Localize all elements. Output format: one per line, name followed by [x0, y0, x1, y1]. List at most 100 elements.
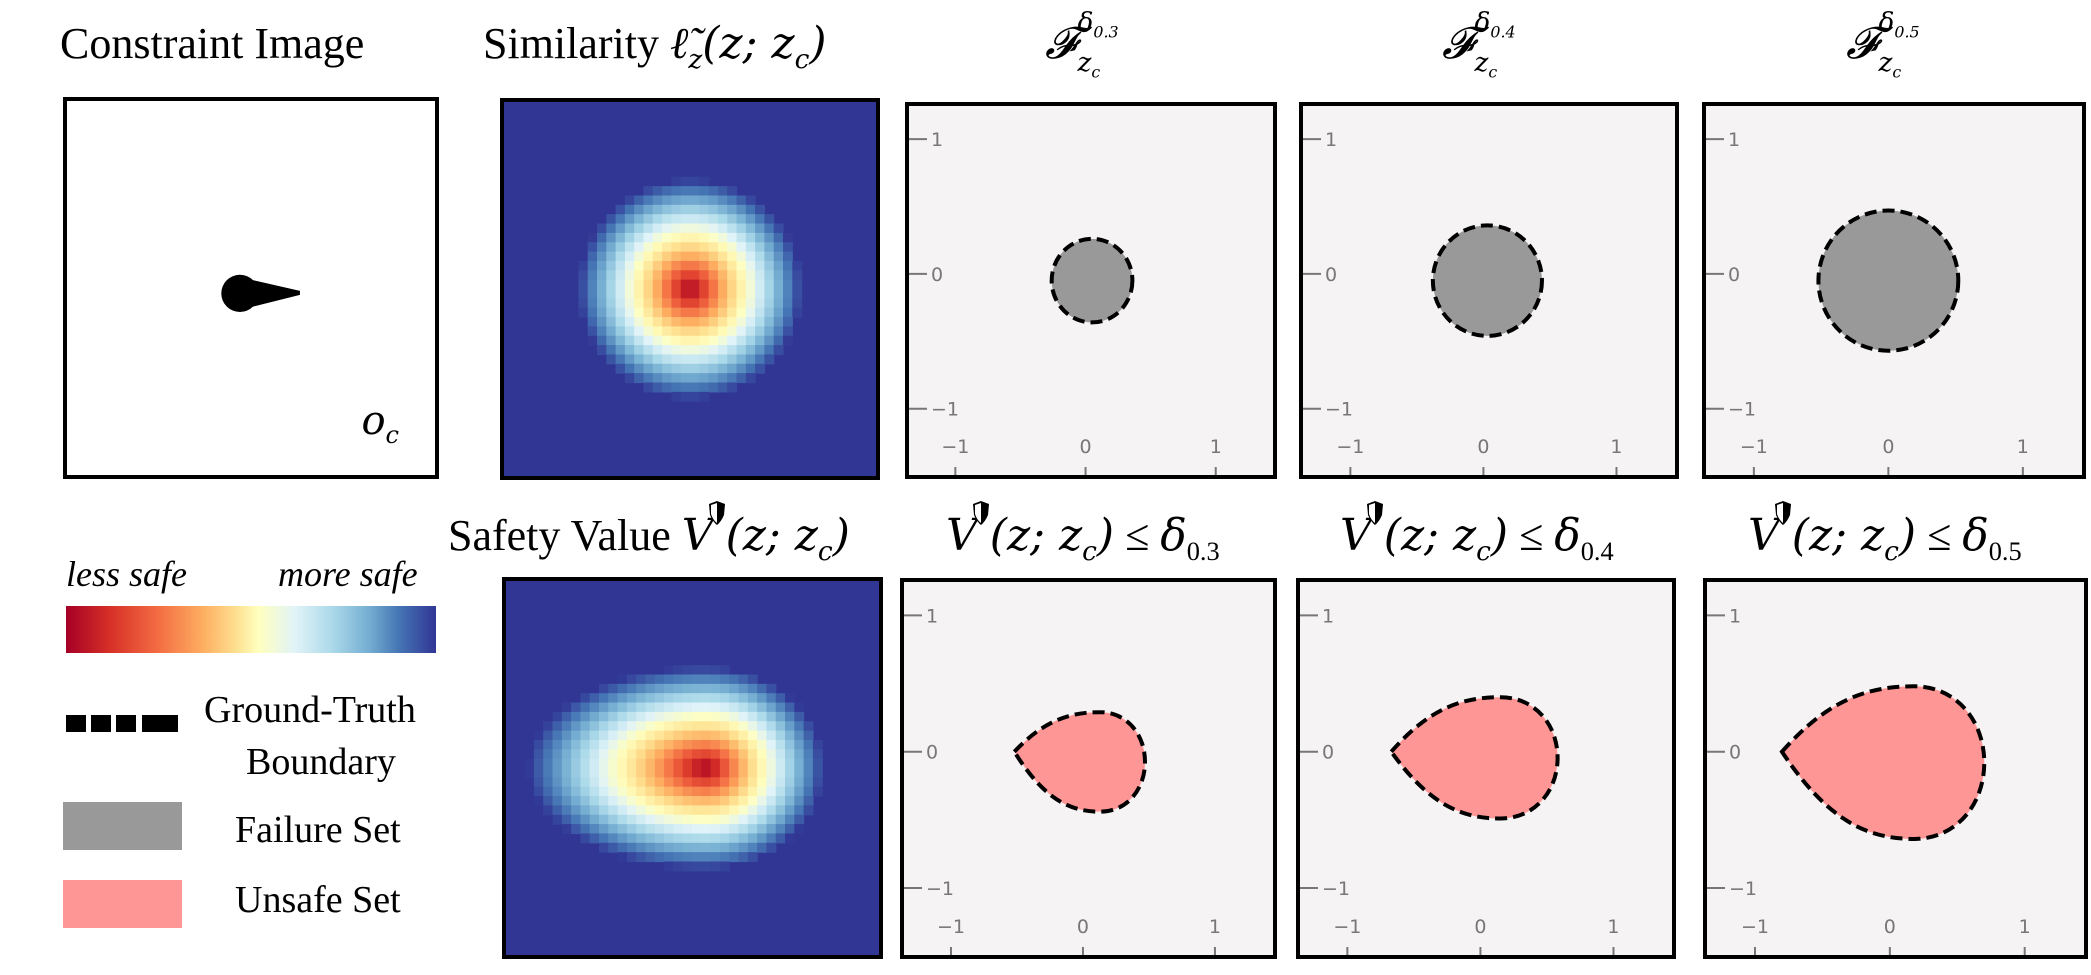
safety-value-heatmap-cell — [682, 739, 693, 750]
similarity-heatmap-cell — [680, 242, 691, 253]
safety-value-heatmap-cell — [729, 814, 740, 825]
safety-value-heatmap-cell — [645, 852, 656, 863]
safety-value-heatmap-cell — [682, 805, 693, 816]
safety-value-heatmap-cell — [543, 805, 554, 816]
safety-value-heatmap-cell — [775, 777, 786, 788]
similarity-heatmap-cell — [578, 289, 589, 299]
safety-value-heatmap-cell — [636, 730, 647, 741]
safety-value-heatmap-cell — [729, 796, 740, 806]
safety-value-heatmap-cell — [682, 852, 693, 863]
safety-value-heatmap-cell — [654, 739, 665, 750]
safety-value-heatmap-cell — [766, 833, 777, 844]
safety-value-heatmap-cell — [729, 739, 740, 750]
safety-value-heatmap-cell — [719, 683, 730, 694]
failure-set-title-0.5: 𝓕 δ0.5 zc — [1846, 9, 1920, 79]
safety-value-heatmap-cell — [701, 796, 712, 806]
similarity-title-args: (z; z — [702, 18, 795, 69]
similarity-heatmap-cell — [662, 307, 672, 318]
similarity-heatmap-cell — [680, 326, 691, 337]
safety-value-heatmap-cell — [599, 739, 609, 750]
safety-value-heatmap-cell — [673, 805, 684, 816]
safety-value-heatmap-cell — [757, 730, 767, 741]
similarity-heatmap-cell — [680, 223, 691, 234]
similarity-heatmap-cell — [597, 242, 607, 253]
similarity-heatmap-cell — [764, 289, 775, 299]
safety-value-heatmap-cell — [543, 777, 554, 788]
similarity-heatmap-cell — [643, 298, 654, 309]
safety-value-heatmap-cell — [757, 758, 767, 769]
similarity-heatmap-cell — [717, 242, 728, 253]
similarity-heatmap-cell — [783, 307, 793, 318]
similarity-heatmap-cell — [736, 195, 747, 206]
safety-value-heatmap-cell — [692, 796, 702, 806]
safety-value-heatmap-cell — [719, 693, 730, 704]
safety-value-heatmap-cell — [803, 777, 814, 788]
safety-value-heatmap-cell — [552, 777, 563, 788]
unsafe-set-svg: −1 0 1 1 0 −1 — [904, 605, 1221, 955]
y-tick-label: 0 — [926, 742, 938, 764]
similarity-heatmap-cell — [624, 354, 635, 365]
safety-value-heatmap-cell — [747, 711, 758, 722]
constraint-image-svg — [221, 274, 300, 312]
failure-set-svg: −1 0 1 1 0 −1 — [909, 129, 1222, 475]
similarity-heatmap-cell — [634, 204, 645, 215]
similarity-heatmap-cell — [624, 251, 635, 262]
safety-value-heatmap-cell — [775, 730, 786, 741]
similarity-heatmap-cell — [587, 289, 598, 299]
safety-value-heatmap-cell — [561, 758, 572, 769]
similarity-heatmap-cell — [745, 270, 756, 281]
y-tick-label: −1 — [1322, 878, 1350, 900]
safety-value-heatmap-cell — [589, 814, 600, 825]
similarity-heatmap-cell — [652, 251, 663, 262]
constraint-image-label: oc — [361, 398, 399, 449]
safety-value-heatmap-cell — [701, 721, 712, 732]
similarity-heatmap-cell — [690, 186, 700, 197]
similarity-heatmap-cell — [699, 317, 710, 327]
similarity-heatmap-cell — [615, 289, 626, 299]
safety-value-heatmap-cell — [673, 833, 684, 844]
safety-value-heatmap-cell — [561, 749, 572, 760]
similarity-heatmap-cell — [578, 260, 589, 271]
safety-value-heatmap-cell — [617, 730, 628, 741]
y-tick-label: 1 — [1729, 605, 1741, 627]
similarity-heatmap-cell — [690, 298, 700, 309]
safety-value-heatmap-cell — [608, 814, 619, 825]
similarity-heatmap-cell — [606, 279, 617, 290]
similarity-heatmap-cell — [792, 307, 803, 318]
safety-value-heatmap-cell — [673, 749, 684, 760]
safety-value-heatmap-cell — [757, 693, 767, 704]
x-tick-label: −1 — [1336, 436, 1364, 458]
similarity-heatmap-cell — [615, 335, 626, 346]
similarity-heatmap-cell — [671, 326, 682, 337]
safety-value-heatmap-cell — [710, 833, 721, 844]
similarity-heatmap-cell — [717, 326, 728, 337]
similarity-title: Similarity ℓ̃z(z; zc) — [483, 22, 827, 73]
unsafe-set-title-0.3: V (z; zc) ≤ δ0.3 — [946, 501, 1220, 565]
similarity-heatmap-cell — [717, 279, 728, 290]
similarity-heatmap-cell — [773, 307, 784, 318]
safety-value-heatmap-cell — [766, 693, 777, 704]
safety-value-heatmap-cell — [561, 796, 572, 806]
safety-value-heatmap-cell — [645, 749, 656, 760]
similarity-heatmap-cell — [624, 317, 635, 327]
safety-value-heatmap-cell — [608, 693, 619, 704]
similarity-heatmap-cell — [717, 204, 728, 215]
similarity-heatmap-cell — [662, 214, 672, 225]
unsafe-title-close: ) — [1096, 510, 1115, 561]
safety-value-heatmap-cell — [692, 805, 702, 816]
safety-value-heatmap-cell — [701, 861, 712, 872]
safety-value-heatmap-cell — [608, 824, 619, 835]
safety-value-heatmap-cell — [552, 805, 563, 816]
failure-set-plot-0.3: −1 0 1 1 0 −1 — [905, 102, 1277, 479]
similarity-heatmap-cell — [652, 260, 663, 271]
safety-value-heatmap-cell — [664, 702, 674, 713]
similarity-heatmap-cell — [652, 204, 663, 215]
safety-value-heatmap-cell — [766, 805, 777, 816]
safety-title-args-sub: c — [817, 535, 833, 567]
safety-value-heatmap-cell — [785, 824, 795, 835]
similarity-heatmap-cell — [662, 260, 672, 271]
similarity-heatmap-cell — [643, 345, 654, 356]
similarity-heatmap-cell — [764, 326, 775, 337]
safety-value-heatmap-cell — [589, 711, 600, 722]
similarity-heatmap-cell — [652, 335, 663, 346]
